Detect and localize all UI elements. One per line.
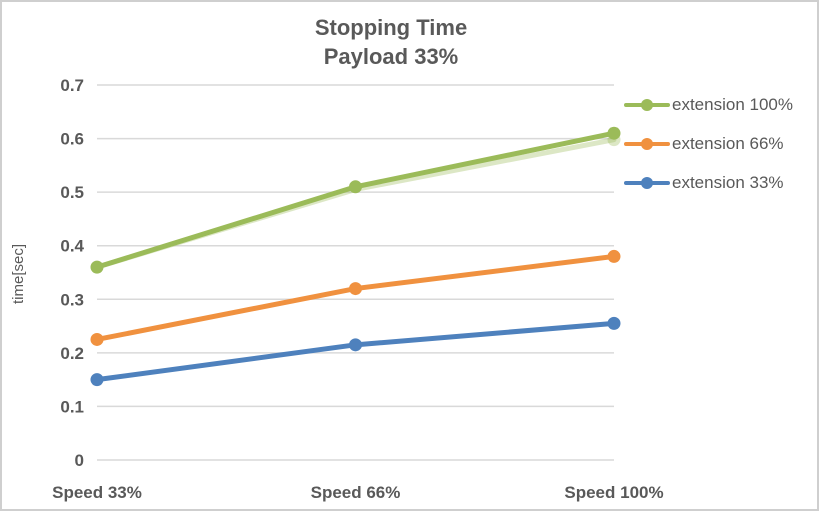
x-category-label: Speed 100% bbox=[564, 483, 663, 502]
series-line bbox=[94, 253, 617, 342]
legend-marker-line bbox=[624, 176, 670, 189]
y-tick-label: 0.7 bbox=[60, 76, 84, 95]
y-tick-label: 0.1 bbox=[60, 397, 84, 416]
legend-marker-dot bbox=[641, 176, 653, 189]
series-line bbox=[94, 320, 617, 383]
chart-title-line1: Stopping Time bbox=[314, 15, 468, 40]
x-category-label: Speed 33% bbox=[52, 483, 142, 502]
data-point-marker bbox=[90, 260, 104, 274]
data-point-marker bbox=[90, 373, 104, 387]
y-tick-label: 0.5 bbox=[60, 183, 84, 202]
legend-item: extension 66% bbox=[624, 124, 793, 163]
data-point-marker bbox=[607, 126, 621, 140]
data-point-marker bbox=[90, 332, 104, 346]
legend-label: extension 66% bbox=[672, 133, 784, 153]
data-point-marker bbox=[349, 180, 362, 194]
legend-marker-line bbox=[624, 137, 670, 150]
legend-marker-line bbox=[624, 98, 670, 111]
y-tick-label: 0.4 bbox=[60, 237, 84, 256]
chart-title: Stopping Time Payload 33% bbox=[2, 13, 780, 71]
legend-label: extension 33% bbox=[672, 172, 784, 192]
y-tick-label: 0.2 bbox=[60, 344, 84, 363]
data-point-marker bbox=[607, 316, 621, 330]
y-tick-label: 0 bbox=[75, 451, 84, 470]
series-line-ghost bbox=[94, 137, 617, 270]
data-point-marker bbox=[349, 282, 362, 296]
legend-marker-dot bbox=[641, 98, 653, 111]
y-tick-label: 0.3 bbox=[60, 290, 84, 309]
legend-label: extension 100% bbox=[672, 94, 793, 114]
y-tick-label: 0.6 bbox=[60, 130, 84, 149]
chart-title-line2: Payload 33% bbox=[323, 44, 459, 69]
y-axis-title: time[sec] bbox=[10, 244, 27, 305]
legend: extension 100% extension 66% extension 33% bbox=[624, 85, 793, 202]
data-point-marker bbox=[349, 338, 362, 352]
data-point-marker bbox=[607, 249, 621, 263]
legend-item: extension 33% bbox=[624, 163, 793, 202]
x-category-label: Speed 66% bbox=[311, 483, 401, 502]
legend-marker-dot bbox=[641, 137, 653, 150]
legend-item: extension 100% bbox=[624, 85, 793, 124]
